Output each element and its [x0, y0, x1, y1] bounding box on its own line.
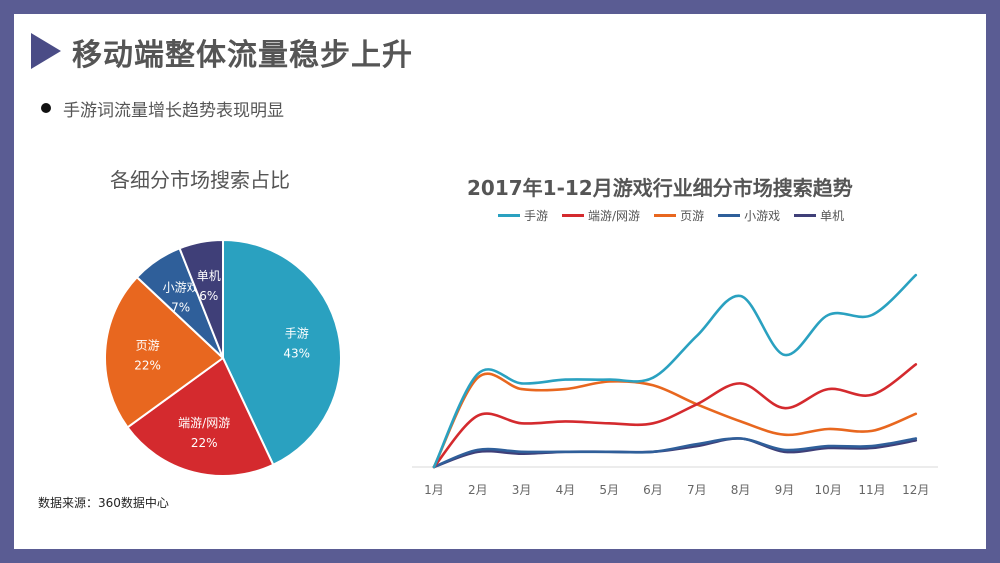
legend-item: 单机	[794, 207, 844, 224]
pie-slice-value: 43%	[283, 347, 310, 361]
line-chart-title: 2017年1-12月游戏行业细分市场搜索趋势	[467, 176, 853, 200]
x-tick-label: 9月	[775, 483, 795, 497]
pie-slice	[104, 275, 225, 429]
pie-slice	[126, 356, 275, 477]
x-tick-label: 5月	[599, 483, 619, 497]
legend-item: 小游戏	[718, 207, 780, 224]
legend-label: 手游	[524, 209, 549, 223]
data-source-note: 数据来源：360数据中心	[38, 496, 169, 510]
x-tick-label: 1月	[424, 483, 444, 497]
pie-slice-value: 22%	[191, 436, 218, 450]
legend-label: 端游/网游	[588, 209, 641, 223]
x-tick-label: 6月	[643, 483, 663, 497]
bullet-text: 手游词流量增长趋势表现明显	[63, 101, 284, 121]
legend-item: 页游	[654, 207, 704, 224]
pie-chart-title: 各细分市场搜索占比	[110, 168, 290, 192]
series-line	[432, 437, 918, 469]
x-tick-label: 8月	[731, 483, 751, 497]
line-chart-legend: 手游 端游/网游 页游 小游戏 单机	[498, 207, 844, 224]
legend-item: 端游/网游	[562, 207, 640, 224]
pie-slice-label: 手游	[285, 327, 309, 341]
x-tick-label: 3月	[512, 483, 532, 497]
pie-slice-label: 端游/网游	[178, 416, 230, 430]
pie-slice	[222, 238, 342, 467]
title-marker-icon	[31, 33, 61, 69]
pie-slice	[178, 238, 224, 359]
legend-swatch	[498, 214, 520, 217]
x-tick-label: 12月	[902, 483, 929, 497]
legend-item: 手游	[498, 207, 548, 224]
series-line	[432, 273, 918, 469]
legend-label: 小游戏	[744, 209, 781, 223]
x-tick-label: 7月	[687, 483, 707, 497]
page-title: 移动端整体流量稳步上升	[72, 38, 413, 73]
pie-slice-value: 6%	[199, 289, 218, 303]
x-tick-label: 10月	[815, 483, 842, 497]
legend-swatch	[654, 214, 677, 217]
bullet-icon	[41, 103, 51, 113]
legend-swatch	[718, 214, 741, 217]
legend-label: 单机	[820, 209, 845, 223]
x-tick-label: 4月	[556, 483, 576, 497]
legend-label: 页游	[680, 209, 705, 223]
series-line	[432, 372, 918, 469]
legend-swatch	[562, 214, 585, 217]
pie-slice-label: 页游	[136, 338, 160, 352]
pie-slice-label: 小游戏	[163, 281, 199, 295]
x-tick-label: 11月	[858, 483, 885, 497]
series-line	[432, 363, 918, 469]
x-tick-label: 2月	[468, 483, 488, 497]
pie-slice-label: 单机	[197, 269, 221, 283]
pie-slice-value: 7%	[171, 301, 190, 315]
pie-slice-value: 22%	[134, 358, 161, 372]
legend-swatch	[794, 214, 817, 217]
series-line	[432, 437, 918, 469]
